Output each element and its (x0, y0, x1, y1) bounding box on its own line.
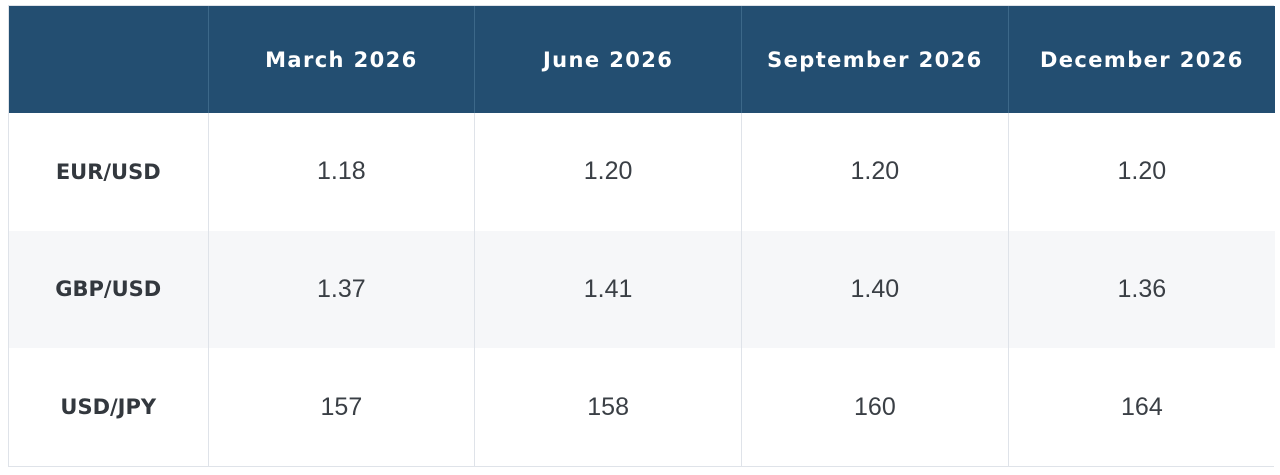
table-cell: 160 (741, 348, 1009, 466)
table-cell: 1.36 (1117, 274, 1167, 303)
column-header-march-2026: March 2026 (208, 6, 476, 113)
table-cell: 1.37 (208, 230, 476, 349)
table-cell: 1.20 (1117, 157, 1167, 186)
table-cell: 1.40 (741, 230, 1009, 349)
header-corner-cell (9, 6, 209, 113)
table-row-gbp-usd: GBP/USD 1.37 1.41 1.40 1.36 (9, 230, 1275, 349)
row-label-usd-jpy: USD/JPY (9, 348, 209, 466)
column-header-september-2026: September 2026 (741, 6, 1009, 113)
table-cell: 157 (208, 348, 476, 466)
table-row-usd-jpy: USD/JPY 157 158 160 164 (9, 348, 1275, 466)
table-cell: 1.18 (208, 113, 476, 231)
row-label-gbp-usd: GBP/USD (9, 230, 209, 349)
column-header-june-2026: June 2026 (474, 6, 742, 113)
header-row: March 2026 June 2026 September 2026 Dece… (9, 6, 1275, 113)
table-cell: 1.20 (474, 113, 742, 231)
column-header-december-2026: December 2026 (1008, 6, 1275, 113)
fx-forecast-table: March 2026 June 2026 September 2026 Dece… (9, 6, 1275, 466)
table-cell: 1.41 (474, 230, 742, 349)
row-label-eur-usd: EUR/USD (9, 113, 209, 231)
table-cell: 158 (474, 348, 742, 466)
table-row-eur-usd: EUR/USD 1.18 1.20 1.20 1.20 (9, 113, 1275, 231)
forecast-table-container: March 2026 June 2026 September 2026 Dece… (8, 5, 1275, 467)
table-cell: 164 (1121, 392, 1163, 421)
table-cell: 1.20 (741, 113, 1009, 231)
